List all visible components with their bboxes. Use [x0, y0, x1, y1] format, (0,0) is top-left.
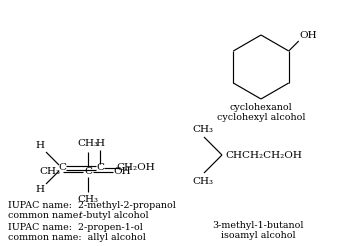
Text: CH₃: CH₃	[78, 196, 99, 204]
Text: CH₂OH: CH₂OH	[117, 164, 155, 172]
Text: common name:: common name:	[8, 211, 94, 219]
Text: OH: OH	[113, 168, 131, 176]
Text: CH₃: CH₃	[192, 124, 213, 134]
Text: C: C	[58, 164, 66, 172]
Text: C: C	[84, 168, 92, 176]
Text: t: t	[78, 211, 82, 219]
Text: cyclohexanol: cyclohexanol	[230, 104, 292, 112]
Text: C: C	[96, 164, 104, 172]
Text: CH₃: CH₃	[192, 176, 213, 185]
Text: cyclohexyl alcohol: cyclohexyl alcohol	[217, 113, 305, 123]
Text: CHCH₂CH₂OH: CHCH₂CH₂OH	[225, 151, 302, 159]
Text: 3-methyl-1-butanol: 3-methyl-1-butanol	[212, 220, 304, 230]
Text: -butyl alcohol: -butyl alcohol	[83, 211, 149, 219]
Text: IUPAC name:  2-propen-1-ol: IUPAC name: 2-propen-1-ol	[8, 224, 143, 232]
Text: IUPAC name:  2-methyl-2-propanol: IUPAC name: 2-methyl-2-propanol	[8, 200, 176, 210]
Text: OH: OH	[299, 31, 317, 40]
Text: CH₃: CH₃	[78, 139, 99, 149]
Text: H: H	[95, 138, 104, 148]
Text: isoamyl alcohol: isoamyl alcohol	[221, 231, 295, 240]
Text: common name:  allyl alcohol: common name: allyl alcohol	[8, 233, 146, 243]
Text: CH₃: CH₃	[39, 168, 61, 176]
Text: H: H	[36, 185, 45, 195]
Text: H: H	[36, 141, 45, 151]
